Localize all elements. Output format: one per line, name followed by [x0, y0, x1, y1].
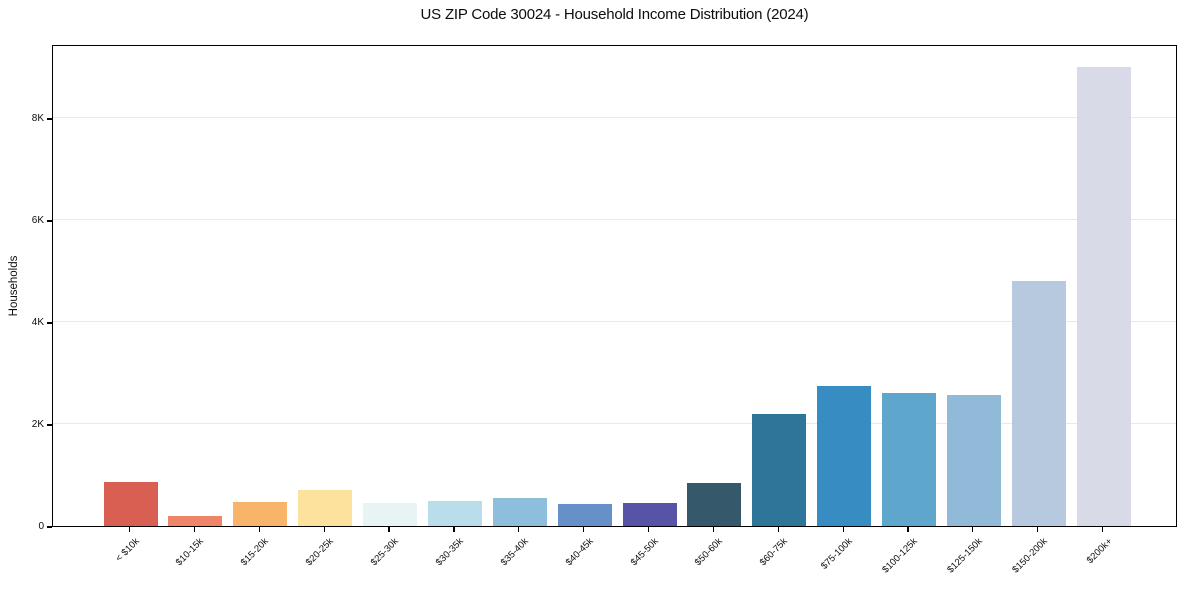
bar [427, 501, 482, 526]
x-tick-mark [972, 527, 974, 532]
bar [492, 497, 547, 526]
bar [946, 394, 1001, 526]
gridline [53, 218, 1176, 220]
y-tick-label: 8K [31, 112, 44, 124]
bar [687, 483, 742, 526]
plot-area [52, 45, 1177, 527]
y-tick-label: 2K [31, 418, 44, 430]
gridline [53, 423, 1176, 424]
bar [557, 504, 612, 526]
x-tick-label: $60-75k [758, 536, 791, 569]
bar [752, 413, 807, 526]
bar [1011, 280, 1066, 526]
x-tick-label: $10-15k [174, 536, 207, 569]
x-tick-mark [647, 527, 650, 532]
x-tick-mark [583, 527, 585, 532]
x-tick-mark [842, 527, 844, 532]
y-tick-label: 6K [31, 214, 44, 226]
x-tick-mark [129, 527, 131, 532]
x-tick-label: $200k+ [1084, 536, 1115, 567]
gridline [53, 320, 1176, 322]
y-tick-mark [47, 118, 52, 120]
x-tick-label: $125-150k [945, 536, 985, 576]
x-tick-label: $40-45k [563, 536, 596, 569]
x-tick-mark [518, 527, 520, 532]
x-tick-mark [453, 527, 455, 532]
bar [168, 516, 223, 526]
x-tick-label: $50-60k [693, 536, 726, 569]
gridline [53, 116, 1176, 118]
x-tick-label: $20-25k [303, 536, 336, 569]
bar [1076, 66, 1131, 526]
bar [882, 392, 937, 526]
x-tick-mark [907, 527, 909, 532]
x-tick-mark [1102, 527, 1104, 532]
x-tick-mark [258, 527, 260, 532]
x-tick-label: $75-100k [819, 536, 855, 572]
bar [817, 386, 872, 526]
x-tick-label: $100-125k [880, 536, 920, 576]
y-tick-mark [47, 220, 52, 222]
y-tick-mark [47, 526, 52, 528]
x-tick-label: $25-30k [368, 536, 401, 569]
bar [103, 481, 158, 526]
x-tick-mark [388, 527, 390, 532]
x-tick-mark [777, 527, 779, 532]
y-tick-label: 4K [31, 316, 44, 328]
x-tick-label: $45-50k [628, 536, 661, 569]
chart-title: US ZIP Code 30024 - Household Income Dis… [420, 6, 809, 23]
y-axis-label: Households [8, 255, 20, 317]
x-tick-mark [712, 527, 715, 532]
x-tick-label: $150-200k [1010, 536, 1050, 576]
x-tick-mark [1037, 527, 1039, 532]
y-tick-mark [47, 322, 52, 324]
x-tick-label: $15-20k [239, 536, 272, 569]
x-tick-mark [193, 527, 196, 532]
y-tick-mark [47, 424, 52, 426]
x-tick-mark [323, 527, 325, 532]
x-tick-label: $30-35k [433, 536, 466, 569]
bar [298, 489, 353, 526]
bar [622, 502, 677, 526]
x-tick-label: $35-40k [498, 536, 531, 569]
bar [233, 502, 288, 526]
y-tick-label: 0 [38, 521, 44, 532]
x-tick-label: < $10k [113, 536, 142, 565]
bar [363, 502, 418, 526]
